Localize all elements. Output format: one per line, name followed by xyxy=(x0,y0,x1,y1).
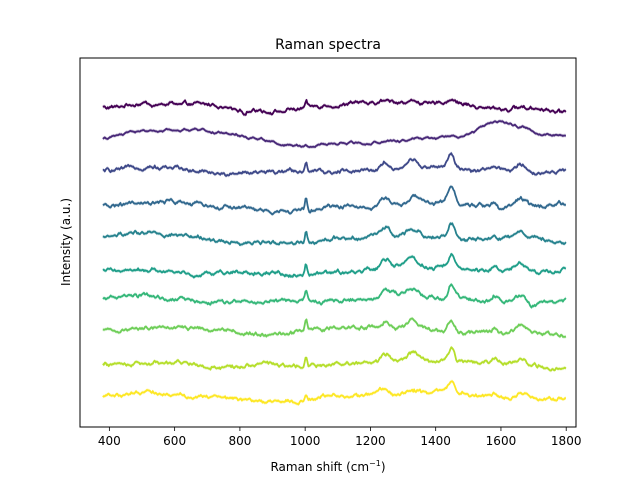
series-8-line xyxy=(102,346,567,372)
plot-frame xyxy=(79,57,577,428)
x-axis-ticks: 400 600 800 1000 1200 1400 1600 1800 xyxy=(98,427,582,448)
y-axis-label: Intensity (a.u.) xyxy=(59,198,73,286)
x-tick-label-1800: 1800 xyxy=(551,434,582,448)
series-6-line xyxy=(102,283,567,309)
series-3-line xyxy=(102,185,567,216)
x-tick-label-800: 800 xyxy=(228,434,251,448)
x-axis-label: Raman shift (cm−1) xyxy=(270,459,385,474)
series-5-line xyxy=(102,253,567,279)
series-1-line xyxy=(102,120,566,149)
x-tick-label-1200: 1200 xyxy=(355,434,386,448)
series-0-line xyxy=(102,98,567,116)
series-layer xyxy=(102,97,567,407)
series-4-line xyxy=(102,222,567,246)
series-9-line xyxy=(102,380,566,406)
x-tick-label-1000: 1000 xyxy=(290,434,321,448)
x-tick-label-400: 400 xyxy=(98,434,121,448)
series-7-line xyxy=(102,317,567,338)
series-9-band xyxy=(102,379,566,407)
chart-title: Raman spectra xyxy=(275,37,381,53)
x-tick-label-1400: 1400 xyxy=(420,434,451,448)
series-2-line xyxy=(102,152,567,177)
x-tick-label-1600: 1600 xyxy=(486,434,517,448)
x-tick-label-600: 600 xyxy=(163,434,186,448)
